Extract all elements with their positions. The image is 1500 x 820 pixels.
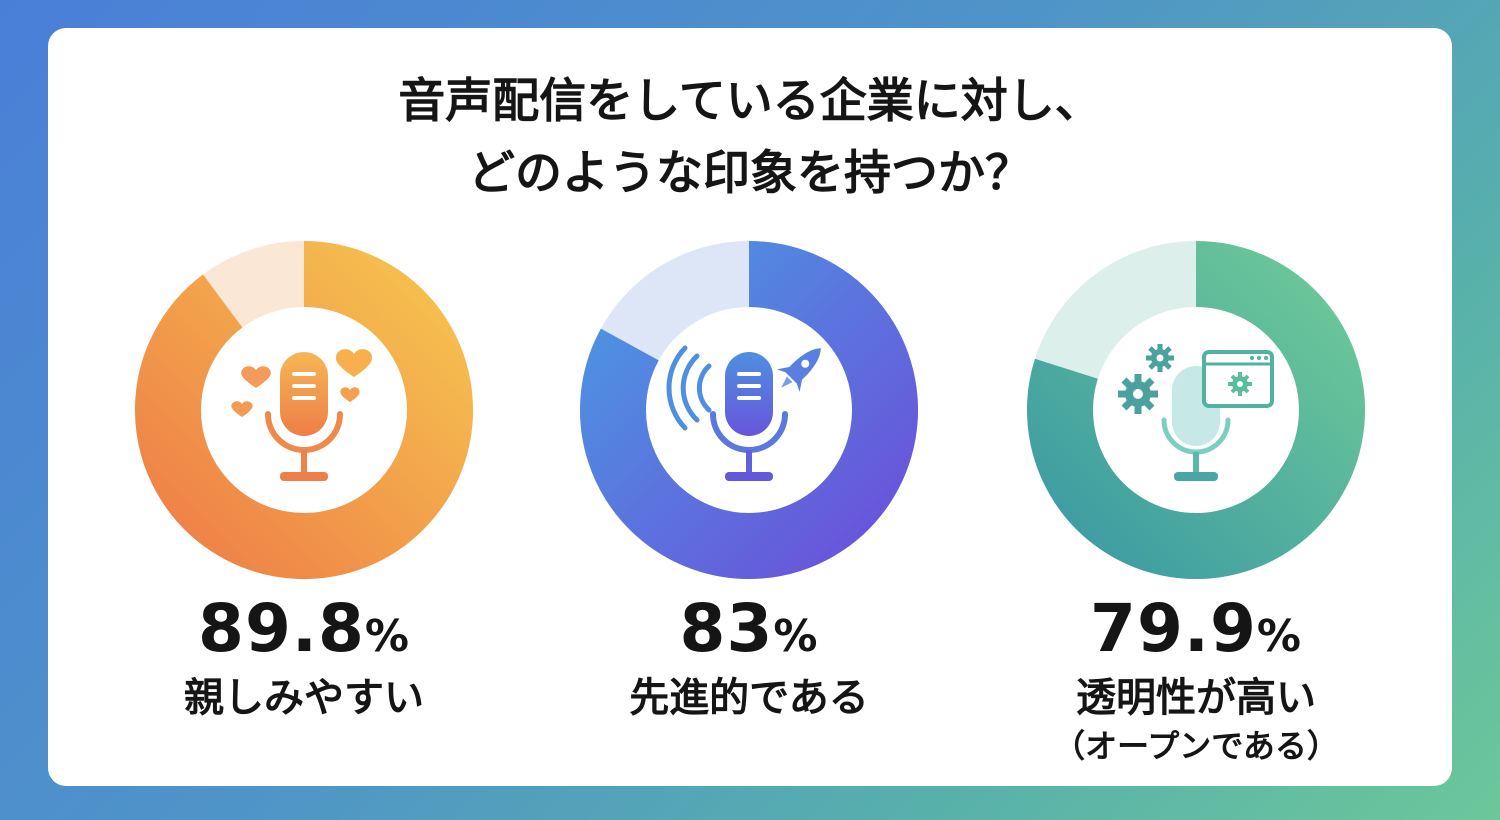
percent-sign: % xyxy=(364,611,410,662)
category-sublabel: （オープンである） xyxy=(1053,727,1339,765)
microphone-gears-icon xyxy=(1118,344,1274,481)
donut-value-arc xyxy=(135,241,473,579)
percentage-number: 79.9 xyxy=(1090,590,1257,667)
percent-sign: % xyxy=(773,611,819,662)
category-label: 先進的である xyxy=(629,675,869,721)
microphone-hearts-icon xyxy=(231,349,373,481)
donut-value-arc xyxy=(580,241,918,579)
metric-advanced: 83% 先進的である xyxy=(539,594,959,724)
donut-value-arc xyxy=(1027,241,1365,579)
percent-sign: % xyxy=(1256,611,1302,662)
chart-title: 音声配信をしている企業に対し、 どのような印象を持つか？ xyxy=(0,66,1500,210)
percentage-number: 83 xyxy=(679,590,774,667)
microphone-rocket-icon xyxy=(666,345,821,481)
percentage-value: 83% xyxy=(539,594,959,672)
metric-friendly: 89.8% 親しみやすい xyxy=(94,594,514,724)
metric-transparent: 79.9% 透明性が高い （オープンである） xyxy=(986,594,1406,768)
category-label: 透明性が高い xyxy=(1076,675,1316,721)
chart-title-line1: 音声配信をしている企業に対し、 xyxy=(398,74,1102,129)
chart-title-line2: どのような印象を持つか？ xyxy=(468,146,1032,201)
percentage-value: 79.9% xyxy=(986,594,1406,672)
percentage-value: 89.8% xyxy=(94,594,514,672)
category-label: 親しみやすい xyxy=(184,675,424,721)
percentage-number: 89.8 xyxy=(198,590,365,667)
